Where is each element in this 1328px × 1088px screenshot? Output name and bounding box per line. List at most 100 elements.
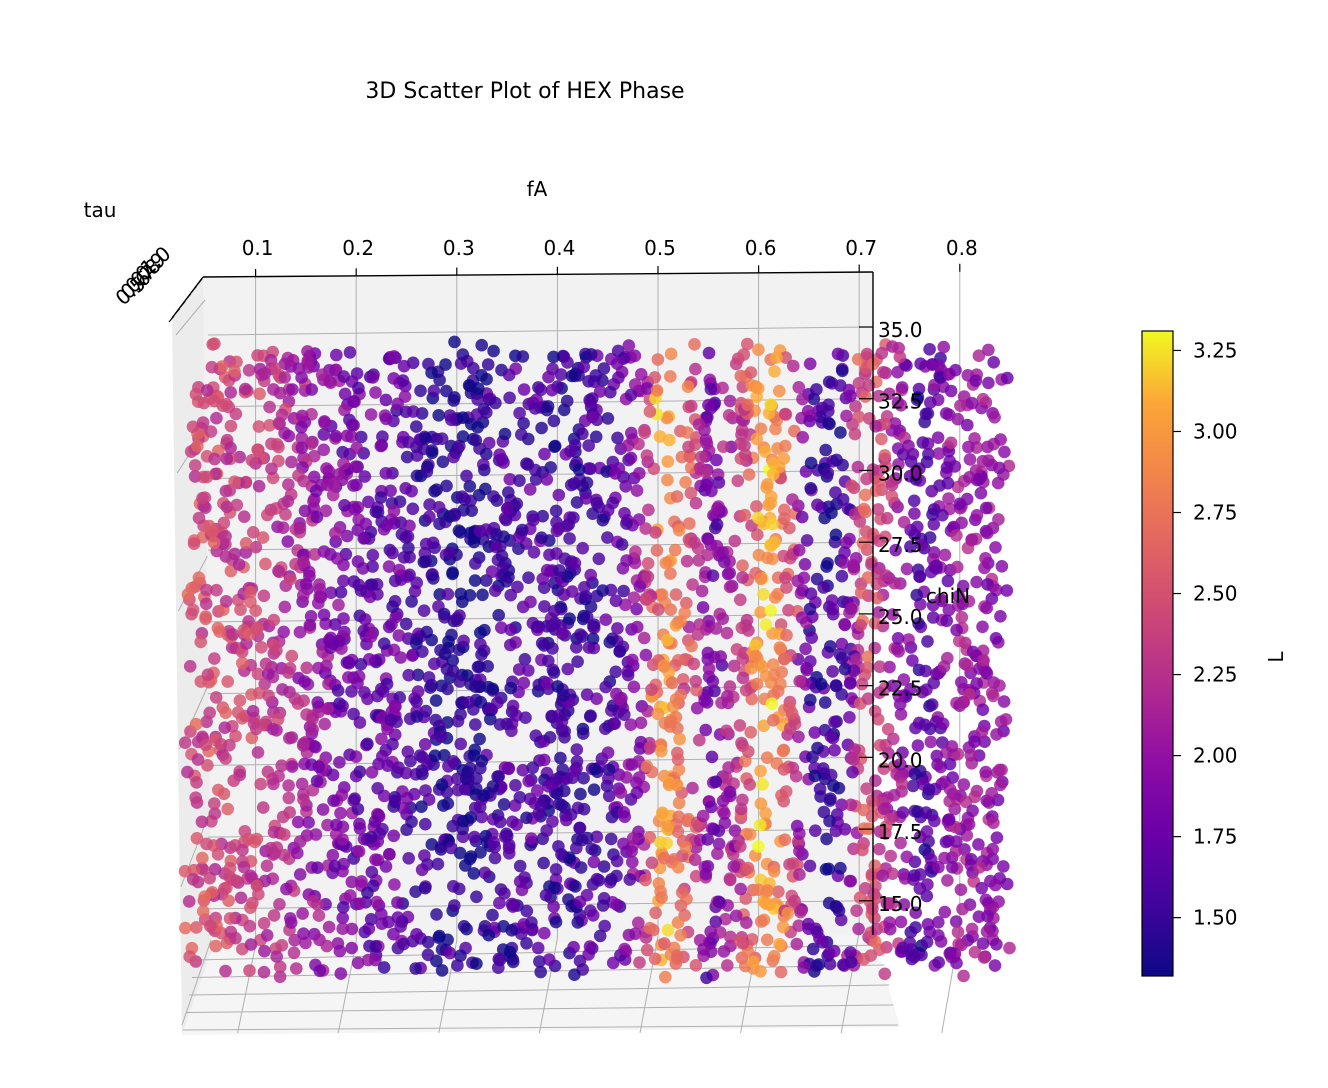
scatter-point <box>881 722 895 736</box>
scatter-point <box>345 922 359 936</box>
scatter-point <box>471 660 485 674</box>
scatter-point <box>399 766 413 780</box>
scatter-point <box>231 706 245 719</box>
scatter-point <box>418 881 432 895</box>
scatter-point <box>902 439 915 453</box>
scatter-point <box>701 860 715 873</box>
scatter-point <box>377 961 391 974</box>
scatter-point <box>237 860 251 874</box>
scatter-point <box>260 859 274 873</box>
scatter-point <box>680 554 694 568</box>
scatter-point <box>597 860 611 873</box>
scatter-point <box>571 655 584 668</box>
scatter-point <box>965 922 979 936</box>
scatter-point <box>195 815 209 829</box>
scatter-point <box>540 473 554 486</box>
scatter-point <box>502 486 515 499</box>
floor-gridline <box>237 944 257 1034</box>
scatter-point <box>793 674 806 688</box>
scatter-point <box>739 684 753 697</box>
scatter-point <box>397 937 410 951</box>
scatter-point <box>563 612 576 625</box>
scatter-point <box>686 781 699 795</box>
scatter-point <box>886 897 899 910</box>
scatter-point <box>704 538 718 551</box>
scatter-point <box>630 484 644 497</box>
scatter-point <box>451 714 465 728</box>
scatter-point <box>547 666 561 679</box>
scatter-point <box>764 496 777 510</box>
scatter-point <box>651 353 665 366</box>
scatter-point <box>908 869 921 882</box>
scatter-point <box>932 929 945 942</box>
colorbar-tick-label: 2.00 <box>1193 744 1238 768</box>
scatter-point <box>1003 941 1016 955</box>
scatter-point <box>349 460 362 474</box>
scatter-point <box>333 697 346 710</box>
x-tick-label: 0.5 <box>644 236 676 260</box>
scatter-point <box>836 364 849 378</box>
scatter-point <box>888 417 902 430</box>
scatter-point <box>319 504 333 518</box>
scatter-point <box>1000 877 1014 891</box>
scatter-point <box>852 922 865 936</box>
scatter-point <box>989 632 1003 645</box>
scatter-point <box>938 905 952 919</box>
y-gridline <box>181 939 212 1026</box>
scatter-point <box>430 483 443 497</box>
scatter-point <box>571 916 585 929</box>
scatter-point <box>310 484 323 498</box>
scatter-point <box>415 800 428 813</box>
scatter-point <box>777 452 790 465</box>
scatter-point <box>759 669 773 683</box>
scatter-point <box>695 584 709 598</box>
scatter-point <box>739 754 752 768</box>
scatter-point <box>561 662 575 676</box>
scatter-point <box>275 939 289 952</box>
scatter-point <box>338 387 352 401</box>
scatter-point <box>634 368 648 381</box>
scatter-point <box>528 402 542 415</box>
scatter-point <box>411 668 425 682</box>
scatter-point <box>830 453 843 467</box>
scatter-point <box>427 572 440 585</box>
scatter-point <box>761 884 774 897</box>
scatter-point <box>526 761 539 775</box>
scatter-point <box>700 971 713 985</box>
floor-gridline <box>740 933 760 1034</box>
scatter-point <box>693 618 706 631</box>
scatter-point <box>220 452 234 466</box>
scatter-point <box>379 860 393 873</box>
scatter-point <box>321 478 334 492</box>
scatter-point <box>637 631 651 645</box>
scatter-point <box>442 635 455 648</box>
scatter-point <box>716 546 729 559</box>
scatter-point <box>790 819 804 833</box>
scatter-point <box>301 345 314 358</box>
scatter-point <box>974 486 988 500</box>
scatter-point <box>888 576 901 590</box>
scatter-point <box>297 788 310 801</box>
y-tick <box>174 308 181 315</box>
scatter-point <box>529 463 542 477</box>
scatter-point <box>657 851 671 865</box>
scatter-point <box>481 358 495 371</box>
scatter-point <box>599 613 613 626</box>
scatter-point <box>829 486 842 499</box>
scatter-point <box>513 859 527 873</box>
scatter-point <box>868 705 882 718</box>
scatter-point <box>336 922 350 935</box>
scatter-point <box>317 545 331 558</box>
scatter-point <box>545 383 559 397</box>
scatter-point <box>960 659 974 672</box>
scatter-point <box>844 677 857 690</box>
scatter-point <box>689 959 703 972</box>
scatter-point <box>311 861 324 874</box>
scatter-point <box>399 482 413 495</box>
scatter-point <box>199 610 212 623</box>
scatter-point <box>382 915 395 929</box>
scatter-point <box>217 516 231 530</box>
scatter-point <box>418 738 432 751</box>
colorbar-tick-label: 3.00 <box>1193 419 1238 443</box>
scatter-point <box>245 454 259 467</box>
